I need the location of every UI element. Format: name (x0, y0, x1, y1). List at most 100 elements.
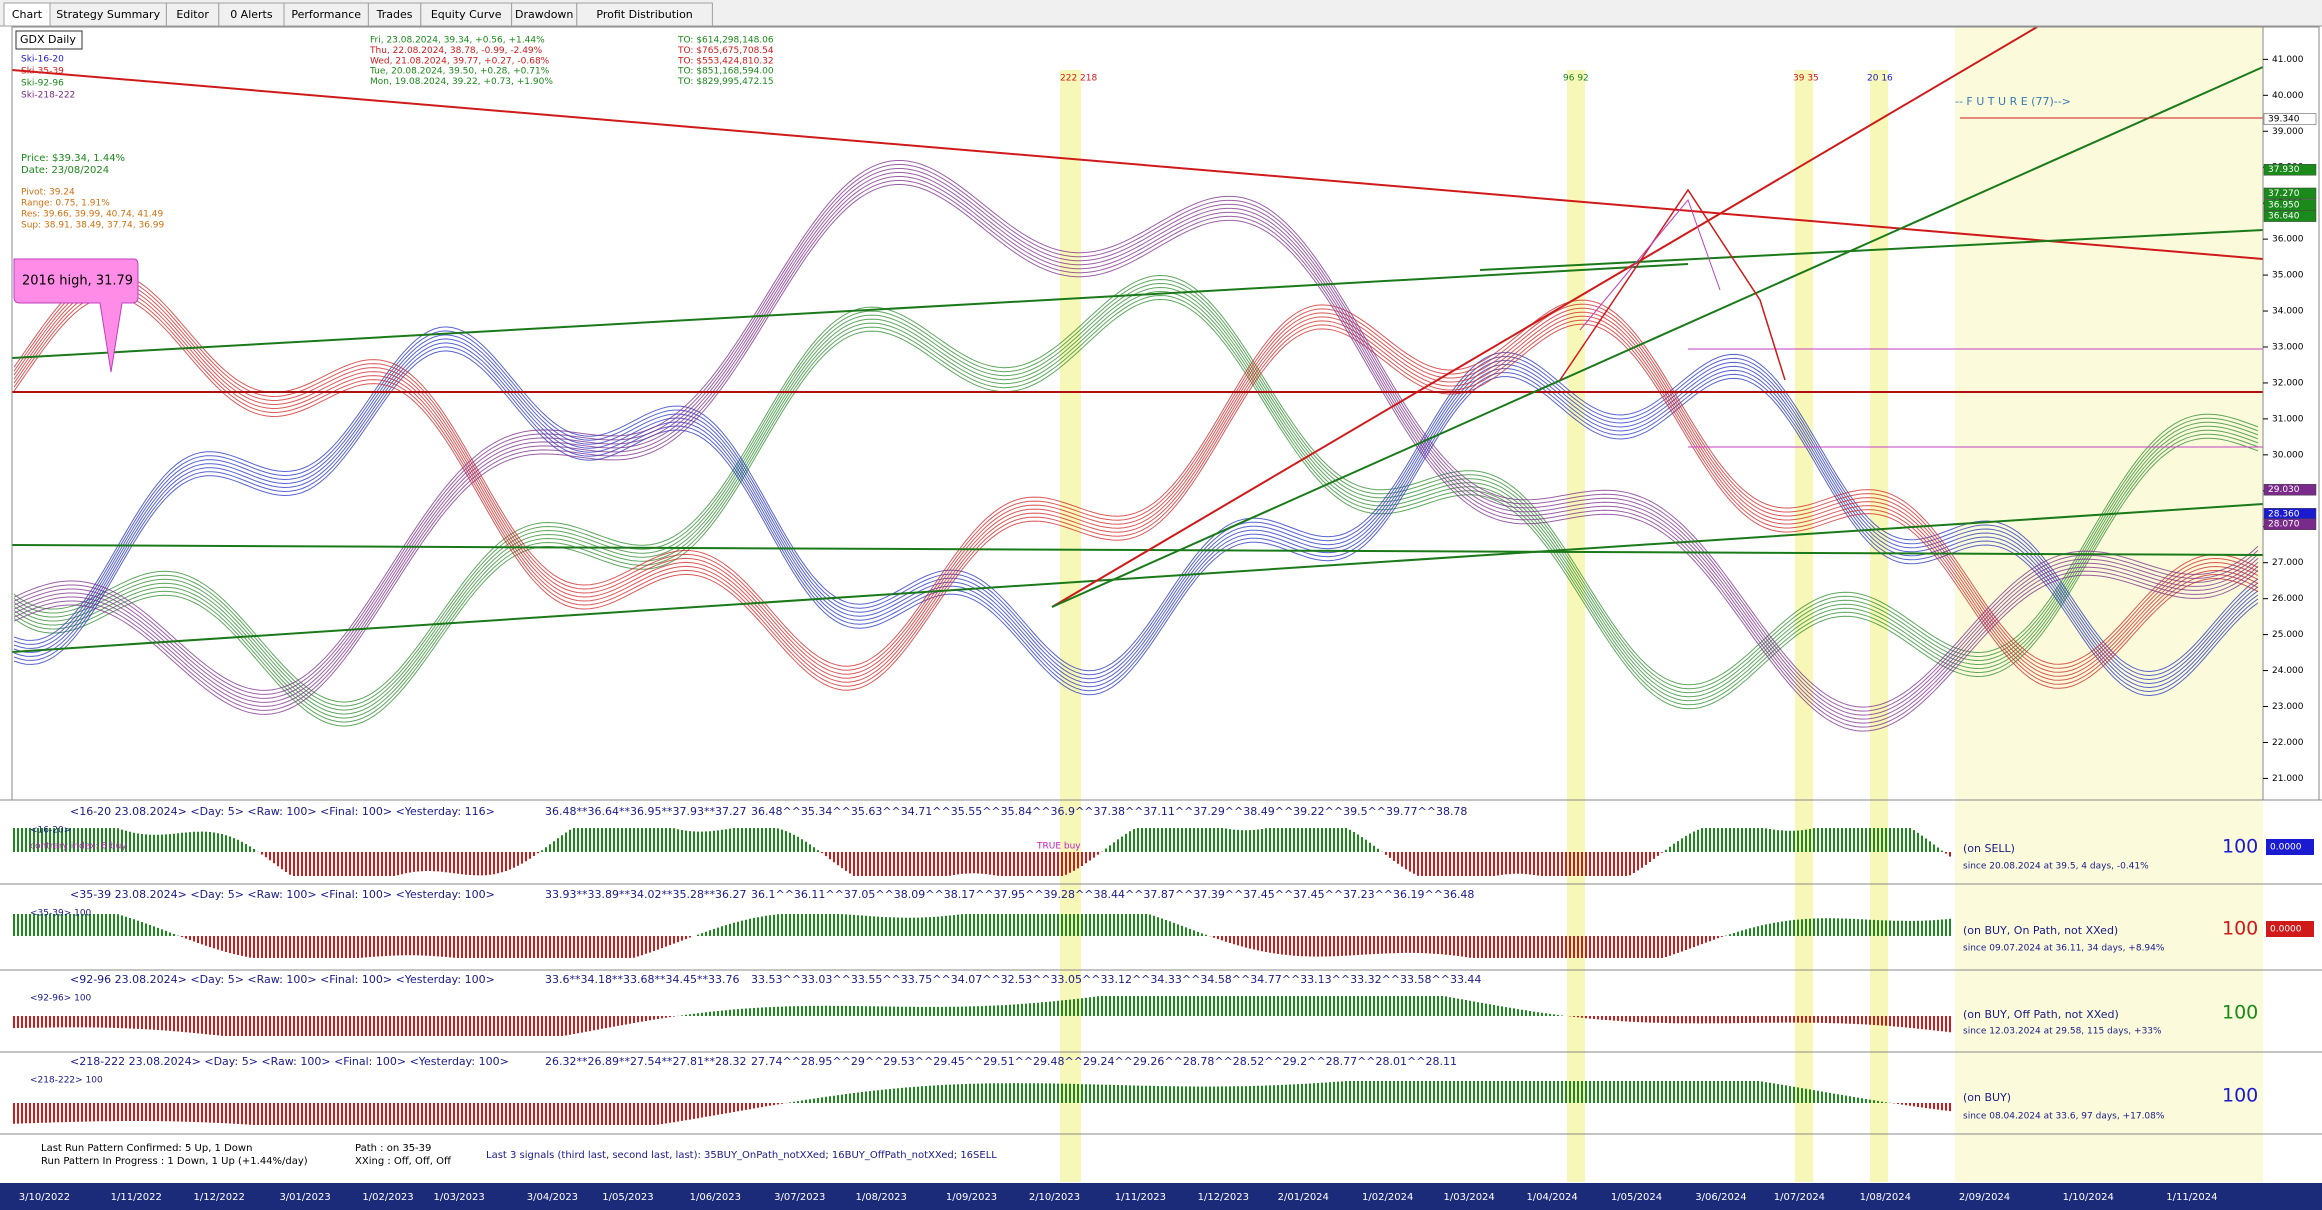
panel-levels: 36.48**36.64**36.95**37.93**37.27 (545, 805, 746, 818)
footer-text: XXing : Off, Off, Off (355, 1156, 452, 1167)
y-tick-label: 36.000 (2272, 235, 2304, 245)
date-label: 3/07/2023 (774, 1192, 825, 1203)
panel-label: <35-39> 100 (30, 909, 92, 919)
panel-status: (on SELL) (1963, 842, 2015, 855)
callout-text: 2016 high, 31.79 (22, 274, 133, 289)
tab-label[interactable]: Equity Curve (431, 8, 502, 21)
panel-header: <218-222 23.08.2024> <Day: 5> <Raw: 100>… (70, 1055, 509, 1068)
date-label: 1/05/2024 (1611, 1192, 1662, 1203)
trend-line (1051, 66, 2264, 608)
day-turnover: TO: $553,424,810.32 (677, 56, 774, 66)
panel-status: (on BUY) (1963, 1091, 2011, 1104)
panel-score: 100 (2222, 1085, 2258, 1107)
tab-label[interactable]: Editor (176, 8, 209, 21)
trend-line (1051, 26, 2038, 608)
tab-label[interactable]: Chart (12, 8, 43, 21)
trend-line (11, 544, 2264, 556)
panel-status: (on BUY, Off Path, not XXed) (1963, 1008, 2119, 1021)
cycle-band (13, 272, 2259, 691)
tab-label[interactable]: Strategy Summary (56, 8, 160, 21)
panel-header: <16-20 23.08.2024> <Day: 5> <Raw: 100> <… (70, 805, 495, 818)
day-summary: Fri, 23.08.2024, 39.34, +0.56, +1.44% (370, 36, 545, 46)
trend-line (1579, 199, 1721, 331)
price-marker-label: 39.340 (2268, 115, 2300, 125)
bars-up (789, 1081, 1891, 1103)
panel-score: 100 (2222, 918, 2258, 940)
y-tick-label: 22.000 (2272, 738, 2304, 748)
pivot-info: Pivot: 39.24 (21, 188, 75, 198)
panel-score: 100 (2222, 1002, 2258, 1024)
symbol-box (15, 30, 83, 50)
panel-label: <16-20> (30, 826, 71, 836)
tab-label[interactable]: 0 Alerts (230, 8, 273, 21)
date-label: 1/07/2024 (1774, 1192, 1825, 1203)
legend-entry: Ski-92-96 (21, 79, 64, 89)
future-region (1955, 27, 2263, 1182)
date-label: 3/01/2023 (279, 1192, 330, 1203)
price-info: Date: 23/08/2024 (21, 165, 109, 176)
panel-score: 100 (2222, 836, 2258, 858)
cycle-band (13, 326, 2259, 697)
bars-down (13, 1016, 1951, 1036)
tab-label[interactable]: Performance (291, 8, 361, 21)
tab[interactable] (576, 2, 713, 27)
bars-down (13, 1103, 1951, 1125)
cycle-band (13, 274, 2259, 727)
panel-value: 0.0000 (2270, 925, 2302, 935)
panel-levels: 26.32**26.89**27.54**27.81**28.32 (545, 1055, 746, 1068)
price-marker-label: 37.930 (2268, 165, 2300, 175)
panel-since: since 20.08.2024 at 39.5, 4 days, -0.41% (1963, 862, 2149, 872)
price-axis (2262, 26, 2320, 801)
tab-label[interactable]: Drawdown (515, 8, 573, 21)
y-tick-label: 33.000 (2272, 342, 2304, 352)
bars-down (181, 936, 1723, 958)
y-tick-label: 32.000 (2272, 378, 2304, 388)
tab-label[interactable]: Trades (376, 8, 413, 21)
date-label: 1/11/2024 (2166, 1192, 2217, 1203)
day-turnover: TO: $829,995,472.15 (677, 77, 774, 87)
cycle-strip (1870, 70, 1888, 1182)
panel-since: since 12.03.2024 at 29.58, 115 days, +33… (1963, 1027, 2162, 1037)
cycle-band (13, 160, 2259, 732)
y-tick-label: 24.000 (2272, 666, 2304, 676)
panel-label: <92-96> 100 (30, 994, 92, 1004)
price-marker-label: 28.360 (2268, 509, 2300, 519)
date-label: 3/06/2024 (1695, 1192, 1746, 1203)
panel-status: (on BUY, On Path, not XXed) (1963, 924, 2118, 937)
date-label: 2/09/2024 (1959, 1192, 2010, 1203)
panel-path: 36.1^^36.11^^37.05^^38.09^^38.17^^37.95^… (751, 888, 1474, 901)
footer-text: Run Pattern In Progress : 1 Down, 1 Up (… (41, 1156, 308, 1167)
panel-value-box (2266, 839, 2314, 855)
y-tick-label: 26.000 (2272, 594, 2304, 604)
price-marker (2263, 518, 2317, 530)
y-tick-label: 41.000 (2272, 55, 2304, 65)
panel-separators (0, 799, 2322, 1135)
y-tick-label: 35.000 (2272, 271, 2304, 281)
indicator-bars (13, 828, 1951, 1125)
date-label: 1/11/2022 (111, 1192, 162, 1203)
date-label: 1/04/2024 (1526, 1192, 1577, 1203)
legend-entry: Ski-35-39 (21, 67, 64, 77)
trend-line (11, 503, 2264, 653)
trend-line (11, 263, 1689, 359)
day-summary: Tue, 20.08.2024, 39.50, +0.28, +0.71% (369, 67, 550, 77)
trend-lines (11, 26, 2264, 653)
date-label: 1/09/2023 (946, 1192, 997, 1203)
price-marker (2263, 210, 2317, 222)
pivot-info: Range: 0.75, 1.91% (21, 199, 110, 209)
price-marker (2263, 483, 2317, 496)
tab-label[interactable]: Profit Distribution (596, 8, 692, 21)
y-tick-label: 39.000 (2272, 127, 2304, 137)
legend-entry: Ski-218-222 (21, 91, 75, 101)
price-info: Price: $39.34, 1.44% (21, 153, 125, 164)
panel-since: since 09.07.2024 at 36.11, 34 days, +8.9… (1963, 944, 2165, 954)
date-label: 3/04/2023 (527, 1192, 578, 1203)
cycle-label: 39 35 (1793, 74, 1819, 84)
panel-path: 36.48^^35.34^^35.63^^34.71^^35.55^^35.84… (751, 805, 1467, 818)
cycle-label: 96 92 (1563, 74, 1589, 84)
bars-up (13, 914, 1951, 936)
date-label: 2/10/2023 (1029, 1192, 1080, 1203)
date-label: 1/05/2023 (602, 1192, 653, 1203)
y-tick-label: 34.000 (2272, 307, 2304, 317)
panel-levels: 33.6**34.18**33.68**34.45**33.76 (545, 973, 739, 986)
